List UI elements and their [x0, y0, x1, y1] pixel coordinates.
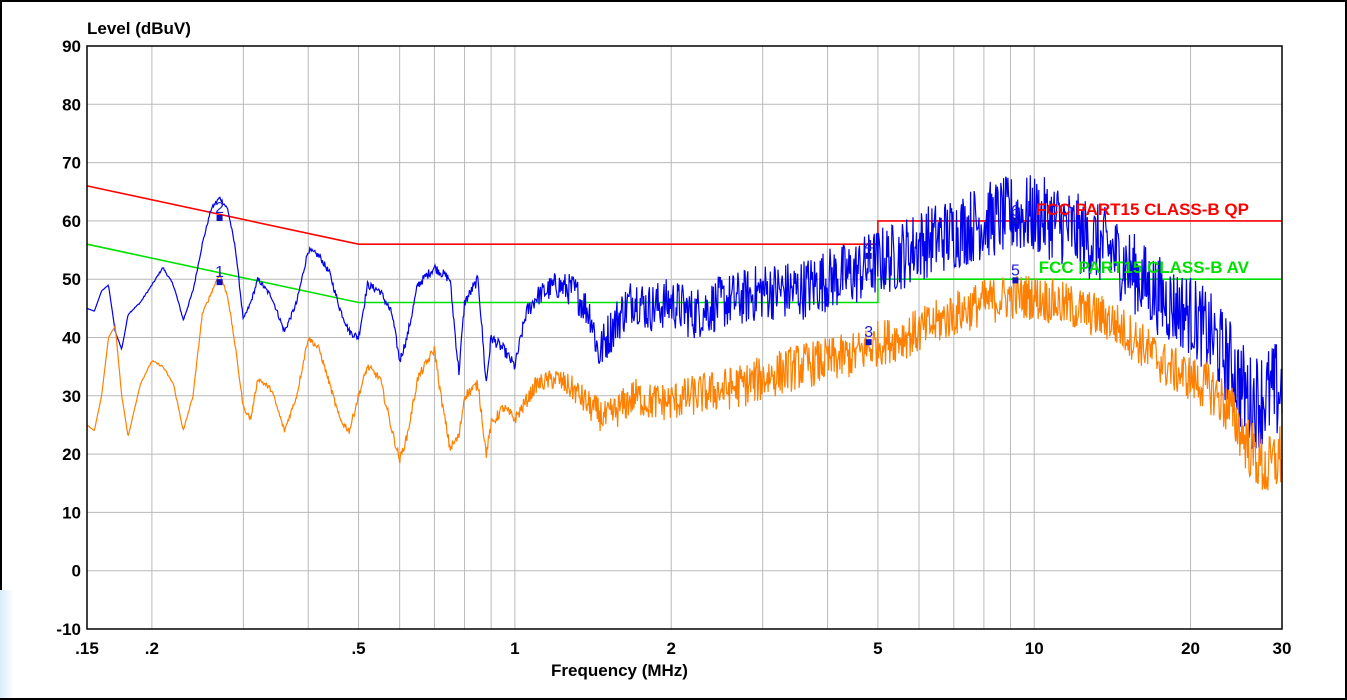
y-tick-label: 80 [62, 95, 81, 114]
y-tick-label: 30 [62, 387, 81, 406]
x-tick-label: .5 [351, 639, 365, 658]
av-limit-label: FCC PART15 CLASS-B AV [1039, 258, 1250, 277]
marker-point [216, 279, 223, 286]
x-tick-label: 5 [873, 639, 882, 658]
y-tick-label: 10 [62, 503, 81, 522]
x-tick-label: 10 [1025, 639, 1044, 658]
y-tick-label: 90 [62, 37, 81, 56]
marker-label: 4 [864, 238, 873, 255]
y-tick-label: 50 [62, 270, 81, 289]
marker-label: 6 [1011, 203, 1020, 220]
window-edge-accent [0, 590, 14, 698]
marker-point [865, 252, 872, 259]
qp-limit-label: FCC PART15 CLASS-B QP [1036, 200, 1249, 219]
y-tick-label: 60 [62, 212, 81, 231]
x-axis-title: Frequency (MHz) [551, 661, 688, 680]
marker-label: 1 [215, 264, 224, 281]
marker-label: 2 [215, 200, 224, 217]
x-tick-label: .15 [75, 639, 99, 658]
x-tick-label: .2 [145, 639, 159, 658]
plot-area-border [86, 45, 1283, 630]
y-tick-label: -10 [56, 620, 81, 639]
y-tick-label: 20 [62, 445, 81, 464]
y-tick-label: 40 [62, 329, 81, 348]
marker-point [865, 339, 872, 346]
marker-point [216, 214, 223, 221]
y-tick-label: 0 [72, 562, 81, 581]
x-tick-label: 30 [1273, 639, 1292, 658]
x-tick-label: 1 [510, 639, 519, 658]
marker-point [1012, 277, 1019, 284]
x-tick-label: 2 [666, 639, 675, 658]
marker-point [1012, 217, 1019, 224]
average-series-line [86, 270, 1283, 491]
y-axis-title: Level (dBuV) [87, 19, 191, 38]
marker-label: 3 [864, 324, 873, 341]
y-tick-label: 70 [62, 154, 81, 173]
x-tick-label: 20 [1181, 639, 1200, 658]
marker-label: 5 [1011, 262, 1020, 279]
peak-series-line [86, 175, 1283, 449]
